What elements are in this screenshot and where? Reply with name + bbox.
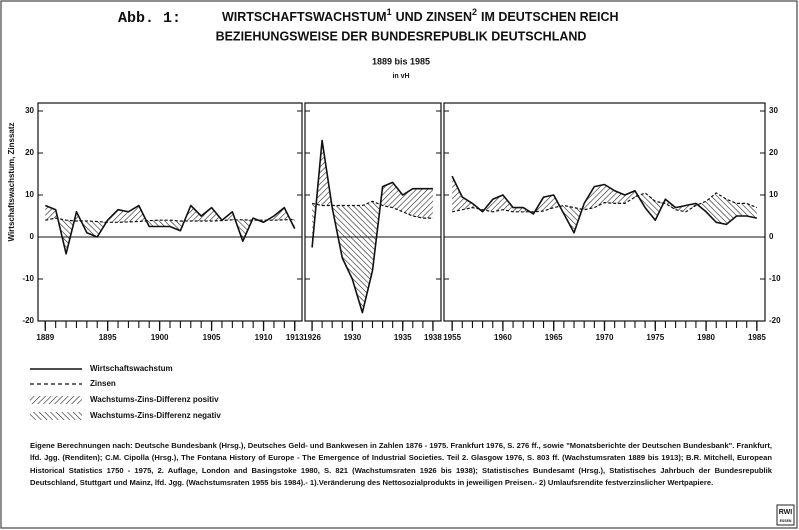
difference-area xyxy=(675,205,686,212)
legend-label: Wachstums-Zins-Differenz positiv xyxy=(90,395,219,404)
difference-area xyxy=(159,220,170,227)
legend-label: Wachstums-Zins-Differenz negativ xyxy=(90,411,221,420)
difference-area xyxy=(584,186,595,210)
logo-sub: ESSEN xyxy=(780,519,792,523)
unit: in vH xyxy=(392,73,409,80)
y-tick-label: -20 xyxy=(22,316,34,325)
difference-area xyxy=(513,207,524,212)
difference-area xyxy=(149,220,160,227)
x-tick-label: 1900 xyxy=(151,333,169,342)
difference-area xyxy=(614,190,625,204)
difference-area xyxy=(422,188,433,219)
x-tick-label: 1913 xyxy=(286,333,304,342)
y-tick-label: 10 xyxy=(25,190,34,199)
difference-area xyxy=(543,195,554,211)
difference-area xyxy=(645,192,656,221)
chart-title: WIRTSCHAFTSWACHSTUM1 UND ZINSEN2 IM DEUTSC… xyxy=(222,7,619,24)
difference-area xyxy=(412,188,423,219)
panel: -20 -10 0 10 20 30 1955 1960 1965 1970 1975 1980 198… xyxy=(443,102,781,342)
growth-line xyxy=(451,175,758,234)
title-part: WIRTSCHAFTSWACHSTUM xyxy=(222,10,387,24)
difference-area xyxy=(492,195,503,212)
difference-area xyxy=(382,182,393,208)
y-tick-label: 20 xyxy=(769,148,778,157)
difference-area xyxy=(342,205,353,279)
x-tick-label: 1889 xyxy=(36,333,54,342)
difference-area xyxy=(746,203,757,219)
x-tick-label: 1930 xyxy=(343,333,361,342)
x-tick-label: 1970 xyxy=(596,333,614,342)
difference-area xyxy=(736,203,747,216)
difference-area xyxy=(716,192,727,225)
logo-box xyxy=(776,504,795,526)
x-tick-label: 1955 xyxy=(443,333,461,342)
x-tick-label: 1935 xyxy=(394,333,412,342)
y-tick-label: -10 xyxy=(22,274,34,283)
x-tick-label: 1985 xyxy=(748,333,766,342)
difference-area xyxy=(563,205,575,233)
x-tick-label: 1895 xyxy=(99,333,117,342)
logo: RWI xyxy=(779,509,793,516)
difference-area xyxy=(402,188,413,216)
legend-label: Zinsen xyxy=(90,379,116,388)
x-tick-label: 1938 xyxy=(424,333,442,342)
interest-line xyxy=(45,217,295,223)
difference-area xyxy=(706,192,717,223)
panel: 1926 1930 1935 1938 xyxy=(303,102,442,342)
period: 1889 bis 1985 xyxy=(372,56,430,66)
y-tick-label: 20 xyxy=(25,148,34,157)
y-axis-label: Wirtschaftswachstum, Zinssatz xyxy=(7,122,16,241)
x-tick-label: 1910 xyxy=(255,333,273,342)
difference-area xyxy=(190,205,202,222)
title-superscript: 1 xyxy=(387,7,392,17)
difference-area xyxy=(118,209,129,223)
legend: Wirtschaftswachstum Zinsen Wachstums-Zin… xyxy=(30,364,221,420)
difference-area xyxy=(594,184,605,208)
x-tick-label: 1980 xyxy=(697,333,715,342)
title-prefix: Abb. 1: xyxy=(118,10,181,27)
y-tick-label: 30 xyxy=(769,106,778,115)
x-tick-label: 1975 xyxy=(646,333,664,342)
difference-area xyxy=(170,220,181,231)
difference-area xyxy=(201,207,212,222)
y-tick-label: -20 xyxy=(769,316,781,325)
growth-line xyxy=(311,139,433,314)
y-tick-label: 0 xyxy=(769,232,774,241)
title-superscript: 2 xyxy=(472,7,477,17)
difference-area xyxy=(462,197,473,210)
panel: -20 -10 0 10 20 30 1889 1895 1900 1905 1910 1913 xyxy=(22,102,304,342)
y-tick-label: 30 xyxy=(25,106,34,115)
y-tick-label: 10 xyxy=(769,190,778,199)
x-tick-label: 1965 xyxy=(545,333,563,342)
title-part: UND ZINSEN xyxy=(396,10,472,24)
chart-title-line2: BEZIEHUNGSWEISE DER BUNDESREPUBLIK DEUTS… xyxy=(216,29,587,43)
y-tick-label: 0 xyxy=(30,232,35,241)
difference-area xyxy=(273,207,285,221)
difference-area xyxy=(128,205,139,222)
x-tick-label: 1960 xyxy=(494,333,512,342)
interest-line xyxy=(451,192,758,213)
title-part: IM DEUTSCHEN REICH xyxy=(481,10,619,24)
difference-area xyxy=(452,176,463,212)
legend-swatch xyxy=(30,396,82,404)
legend-label: Wirtschaftswachstum xyxy=(90,364,173,373)
x-tick-label: 1905 xyxy=(203,333,221,342)
legend-swatch xyxy=(30,412,82,420)
x-tick-label: 1926 xyxy=(303,333,321,342)
growth-line xyxy=(45,204,296,255)
y-tick-label: -10 xyxy=(769,274,781,283)
difference-area xyxy=(362,201,373,313)
difference-area xyxy=(392,182,403,212)
source-note: Eigene Berechnungen nach: Deutsche Bunde… xyxy=(30,441,772,488)
interest-line xyxy=(311,200,433,219)
panel-frame xyxy=(37,102,303,322)
difference-area xyxy=(624,190,635,204)
